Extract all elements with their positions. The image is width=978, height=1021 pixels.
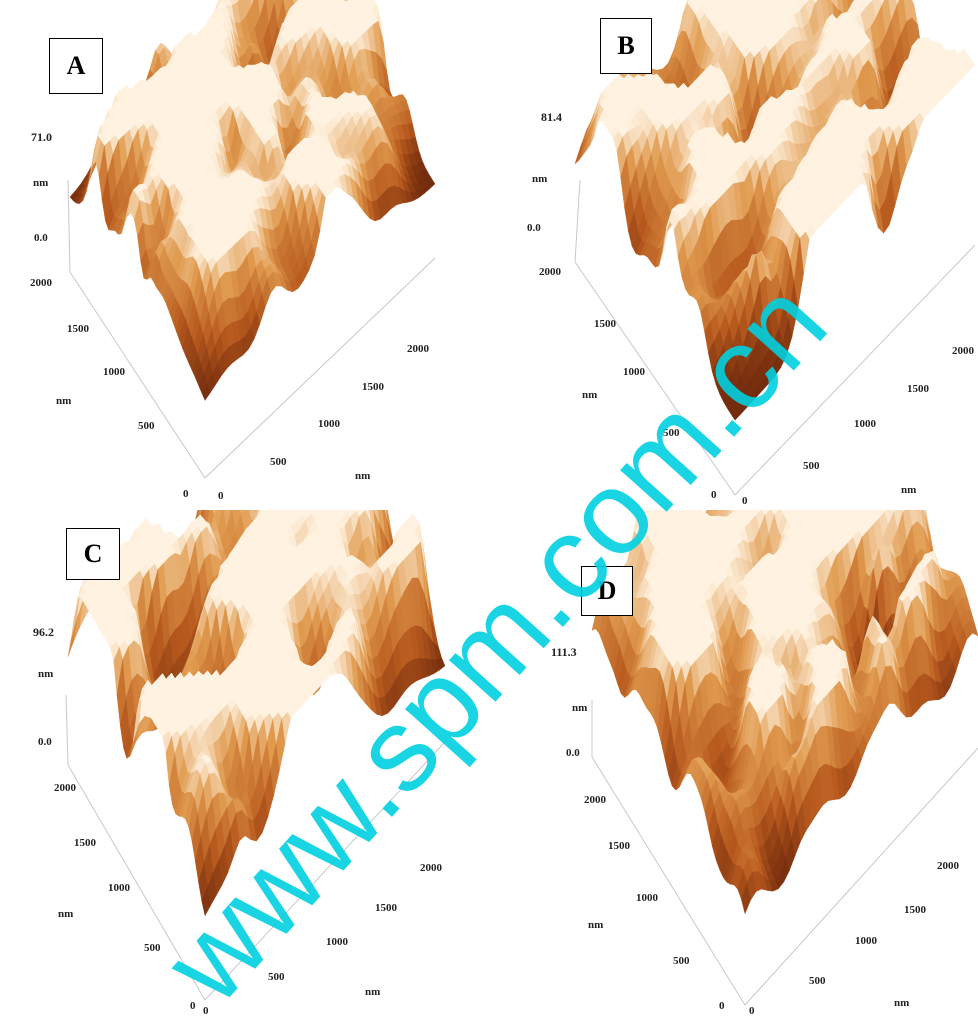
x-tick-2000: 2000 [952,345,974,357]
z-unit-label: nm [33,177,49,189]
origin-left: 0 [183,488,189,500]
afm-surface-a [67,0,436,479]
axis-line [204,741,446,1001]
surface-facet [318,510,324,514]
y-tick-1500: 1500 [594,318,616,330]
surface-facet [302,0,308,3]
afm-surface-b [574,0,976,496]
axis-line [67,179,71,273]
surface-facet [730,407,741,421]
surface-facet [704,0,709,3]
origin-right: 0 [742,495,748,507]
surface-facet [327,510,332,514]
afm-panel-a: A 71.0 nm 0.0 2000 1500 1000 nm 500 0 0 … [0,0,489,510]
x-tick-1500: 1500 [907,383,929,395]
x-tick-1000: 1000 [318,418,340,430]
axis-line [67,764,206,1001]
surface-facet [714,0,718,3]
x-unit-label: nm [355,470,371,482]
z-max-label: 71.0 [31,130,52,144]
panel-label-a: A [49,38,103,94]
y-tick-1500: 1500 [67,323,89,335]
origin-left: 0 [711,489,717,501]
y-unit-label: nm [582,389,598,401]
surface-facet [879,0,885,6]
y-tick-500: 500 [138,420,155,432]
axis-line [574,261,736,496]
surface-facet [812,0,819,4]
y-tick-2000: 2000 [30,277,52,289]
origin-right: 0 [218,490,224,502]
axis-line [734,244,976,496]
afm-panel-b: B 81.4 nm 0.0 2000 1500 1000 nm 500 0 0 … [489,0,978,510]
axis-line [574,179,581,263]
surface-facet [201,382,211,401]
z-max-label: 81.4 [541,110,562,124]
surface-facet [320,0,324,3]
x-tick-500: 500 [803,460,820,472]
surface-facet [694,0,700,3]
x-unit-label: nm [901,484,917,496]
afm-surface-c [65,510,446,1001]
x-tick-2000: 2000 [407,343,429,355]
y-tick-500: 500 [663,427,680,439]
x-tick-1000: 1000 [854,418,876,430]
surface-facet [336,510,341,513]
axis-line [204,257,436,479]
y-tick-1000: 1000 [623,366,645,378]
axis-line [69,271,206,479]
surface-facet [311,0,316,3]
y-tick-1000: 1000 [103,366,125,378]
surface-facet [802,0,810,5]
surface-facet [212,510,216,517]
z-min-label: 0.0 [527,222,541,234]
axis-line [65,694,69,766]
y-unit-label: nm [56,395,72,407]
z-unit-label: nm [532,173,548,185]
z-min-label: 0.0 [34,232,48,244]
panel-label-b: B [600,18,652,74]
x-tick-1500: 1500 [362,381,384,393]
x-tick-500: 500 [270,456,287,468]
y-tick-2000: 2000 [539,266,561,278]
afm-panel-c: C 96.2 nm 0.0 2000 1500 1000 nm 500 0 0 … [0,510,489,1020]
